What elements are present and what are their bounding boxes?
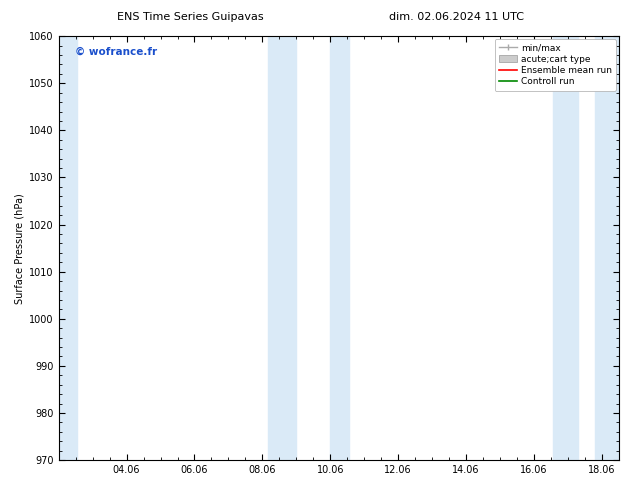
Bar [268,36,296,460]
Text: ENS Time Series Guipavas: ENS Time Series Guipavas [117,12,264,22]
Legend: min/max, acute;cart type, Ensemble mean run, Controll run: min/max, acute;cart type, Ensemble mean … [495,39,616,91]
Text: © wofrance.fr: © wofrance.fr [75,47,158,57]
Bar [595,36,619,460]
Text: dim. 02.06.2024 11 UTC: dim. 02.06.2024 11 UTC [389,12,524,22]
Bar [59,36,77,460]
Bar [330,36,349,460]
Bar [553,36,578,460]
Y-axis label: Surface Pressure (hPa): Surface Pressure (hPa) [15,193,25,303]
